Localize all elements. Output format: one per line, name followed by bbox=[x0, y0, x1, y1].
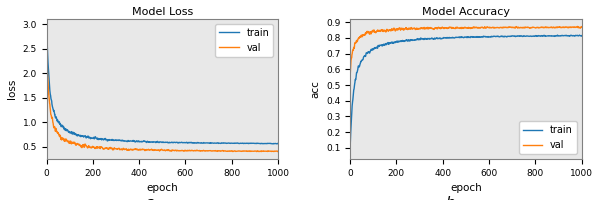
val bbox=[224, 150, 231, 152]
val bbox=[531, 26, 538, 29]
train bbox=[370, 48, 377, 50]
X-axis label: epoch: epoch bbox=[146, 183, 178, 193]
Legend: train, val: train, val bbox=[519, 121, 577, 154]
train bbox=[449, 36, 456, 39]
val bbox=[67, 142, 74, 144]
train bbox=[137, 140, 144, 143]
train bbox=[43, 30, 50, 32]
Line: train: train bbox=[47, 31, 278, 144]
val bbox=[578, 26, 585, 28]
Y-axis label: loss: loss bbox=[7, 79, 17, 99]
train bbox=[578, 34, 585, 37]
Line: val: val bbox=[47, 49, 278, 152]
train bbox=[527, 35, 534, 37]
train bbox=[67, 132, 74, 134]
val bbox=[43, 48, 50, 50]
train bbox=[440, 36, 448, 39]
val bbox=[137, 148, 144, 151]
train bbox=[576, 34, 583, 36]
train bbox=[228, 142, 235, 144]
train bbox=[145, 141, 152, 143]
val bbox=[347, 72, 354, 75]
Title: Model Accuracy: Model Accuracy bbox=[422, 7, 510, 17]
Line: train: train bbox=[350, 35, 581, 143]
Title: Model Loss: Model Loss bbox=[132, 7, 193, 17]
val bbox=[145, 148, 152, 151]
train bbox=[269, 143, 277, 145]
train bbox=[506, 35, 513, 38]
val bbox=[574, 25, 581, 28]
Line: val: val bbox=[350, 26, 581, 73]
val bbox=[527, 27, 534, 29]
val bbox=[370, 29, 377, 31]
X-axis label: epoch: epoch bbox=[450, 183, 482, 193]
val bbox=[202, 150, 209, 152]
train bbox=[531, 35, 538, 37]
val bbox=[449, 27, 456, 29]
Text: a: a bbox=[145, 196, 155, 200]
Y-axis label: acc: acc bbox=[310, 80, 320, 98]
val bbox=[440, 27, 448, 30]
val bbox=[506, 26, 513, 28]
train bbox=[224, 142, 231, 144]
val bbox=[257, 150, 265, 153]
Legend: train, val: train, val bbox=[215, 24, 273, 57]
Text: b: b bbox=[445, 196, 455, 200]
val bbox=[228, 150, 235, 152]
train bbox=[202, 142, 209, 144]
train bbox=[347, 142, 354, 144]
train bbox=[274, 142, 281, 145]
val bbox=[274, 150, 281, 153]
